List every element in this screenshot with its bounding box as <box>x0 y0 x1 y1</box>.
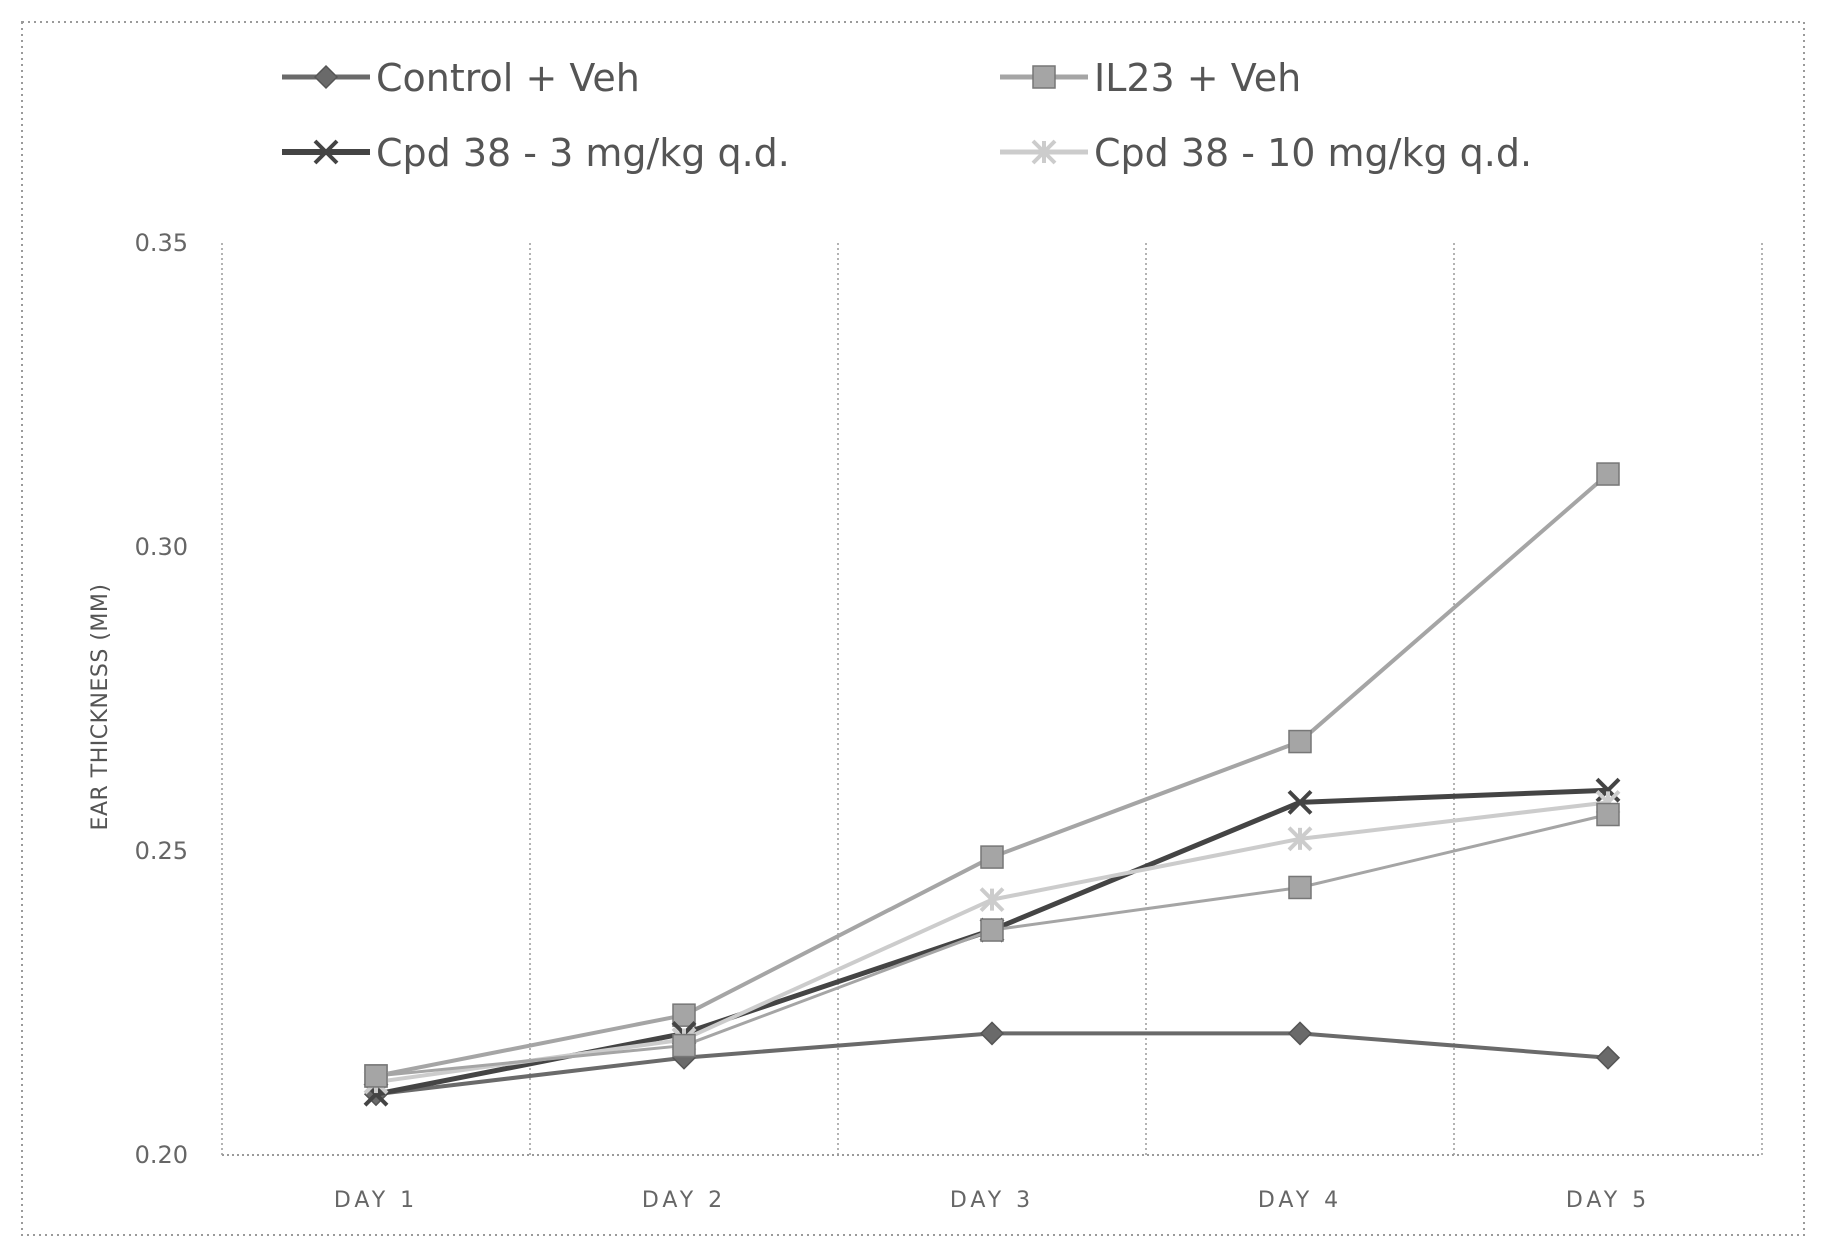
axes: 0.20 0.25 0.30 0.35 DAY 1 DAY 2 DAY 3 DAY 4 DAY … <box>135 229 1762 1213</box>
marker-star <box>1031 139 1057 165</box>
marker-diamond <box>1287 1021 1313 1046</box>
series-1 <box>363 1021 1621 1107</box>
marker-diamond <box>313 64 339 90</box>
marker-square <box>1288 875 1312 900</box>
series-line <box>375 472 1610 1078</box>
x-tick-label: DAY 3 <box>950 1188 1034 1213</box>
x-tick-label: DAY 5 <box>1566 1188 1650 1213</box>
marker-square <box>1032 65 1056 89</box>
marker-x <box>1287 789 1313 815</box>
series-layer <box>363 462 1621 1107</box>
y-tick-label: 0.20 <box>135 1141 188 1169</box>
marker-square <box>672 1003 696 1027</box>
legend-label: Control + Veh <box>376 56 640 100</box>
marker-square <box>980 845 1004 869</box>
legend-label: IL23 + Veh <box>1094 56 1301 100</box>
y-tick-label: 0.25 <box>135 837 188 865</box>
legend-entry: Cpd 38 - 10 mg/kg q.d. <box>1000 131 1532 175</box>
legend-entry: Cpd 38 - 3 mg/kg q.d. <box>282 131 790 175</box>
legend-label: Cpd 38 - 3 mg/kg q.d. <box>376 131 790 175</box>
marker-x-stroke <box>313 139 339 165</box>
marker-x <box>313 139 339 165</box>
x-tick-label: DAY 1 <box>334 1188 418 1213</box>
marker-diamond <box>979 1021 1005 1046</box>
x-tick-label: DAY 2 <box>642 1188 726 1213</box>
y-tick-label: 0.30 <box>135 533 188 561</box>
marker-square <box>1596 462 1620 486</box>
x-tick-label: DAY 4 <box>1258 1188 1342 1213</box>
marker-x-stroke <box>1287 789 1313 815</box>
legend-label: Cpd 38 - 10 mg/kg q.d. <box>1094 131 1532 175</box>
series-2 <box>364 462 1620 1088</box>
y-tick-label: 0.35 <box>135 229 188 257</box>
marker-square <box>1596 802 1620 827</box>
marker-square <box>980 918 1004 942</box>
chart-border <box>21 21 1805 1236</box>
marker-star <box>979 887 1005 913</box>
series-4 <box>363 789 1621 1095</box>
marker-square <box>364 1064 388 1088</box>
legend-entry: IL23 + Veh <box>1000 56 1301 100</box>
y-axis-label: EAR THICKNESS (MM) <box>88 584 113 831</box>
marker-star <box>1287 826 1313 852</box>
series-line <box>375 787 1609 1097</box>
legend-entry: Control + Veh <box>282 56 640 100</box>
marker-square <box>1288 729 1312 754</box>
gridlines <box>221 243 1763 1155</box>
legend: Control + Veh IL23 + Veh Cpd 38 - 3 mg/kg … <box>282 56 1532 175</box>
marker-diamond <box>1595 1045 1621 1070</box>
series-5 <box>364 802 1620 1088</box>
marker-square <box>672 1033 696 1058</box>
